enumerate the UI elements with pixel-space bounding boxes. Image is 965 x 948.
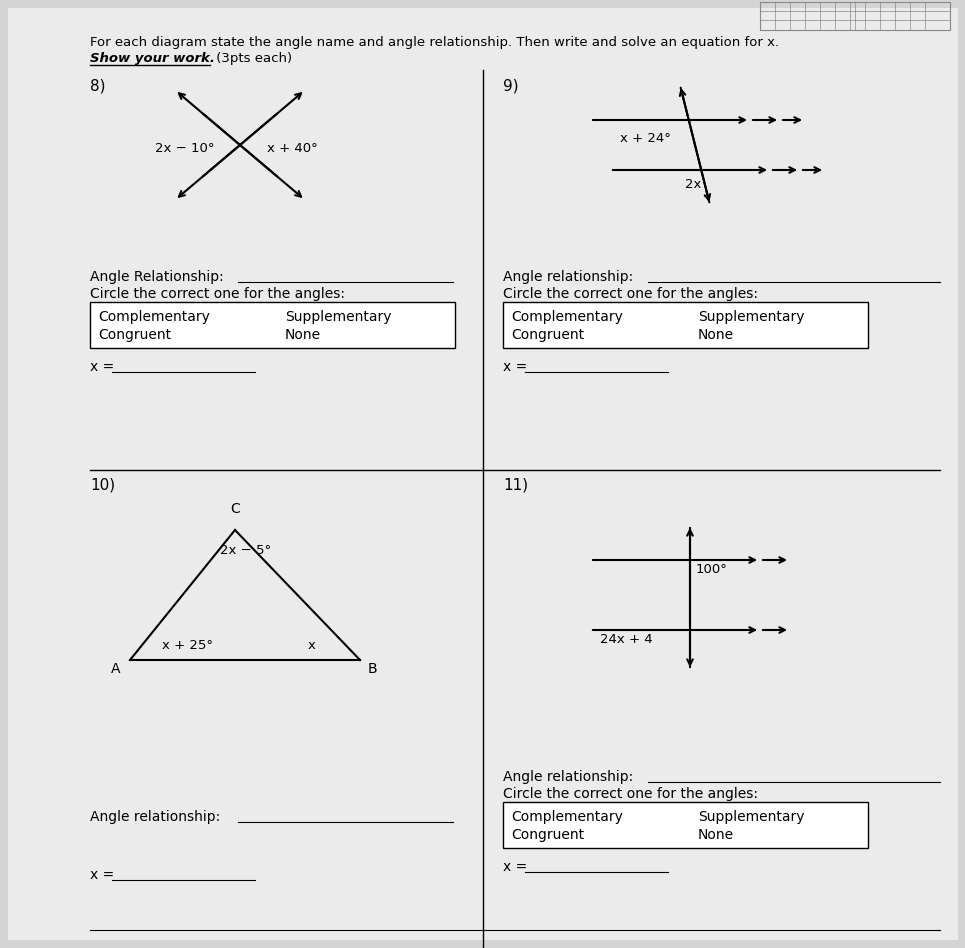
Text: Supplementary: Supplementary	[698, 310, 805, 324]
Text: Angle relationship:: Angle relationship:	[90, 810, 220, 824]
Text: Congruent: Congruent	[511, 828, 584, 842]
Text: A: A	[111, 662, 121, 676]
Text: Congruent: Congruent	[511, 328, 584, 342]
Text: C: C	[230, 502, 240, 516]
Text: None: None	[285, 328, 321, 342]
Text: None: None	[698, 828, 734, 842]
Text: 24x + 4: 24x + 4	[600, 633, 652, 646]
Text: x: x	[308, 639, 316, 652]
Text: 2x: 2x	[685, 178, 702, 191]
Text: x =: x =	[503, 360, 532, 374]
Text: Angle relationship:: Angle relationship:	[503, 770, 633, 784]
Text: Angle relationship:: Angle relationship:	[503, 270, 633, 284]
Text: Show your work.: Show your work.	[90, 52, 215, 65]
Text: Congruent: Congruent	[98, 328, 171, 342]
Bar	[90, 302, 455, 348]
Text: Complementary: Complementary	[511, 310, 622, 324]
Text: B: B	[368, 662, 376, 676]
Text: Circle the correct one for the angles:: Circle the correct one for the angles:	[503, 287, 758, 301]
Text: 100°: 100°	[696, 563, 728, 576]
Text: None: None	[698, 328, 734, 342]
Text: x =: x =	[90, 360, 119, 374]
Text: For each diagram state the angle name and angle relationship. Then write and sol: For each diagram state the angle name an…	[90, 36, 779, 49]
Text: x + 24°: x + 24°	[620, 132, 671, 145]
Text: Supplementary: Supplementary	[285, 310, 392, 324]
Text: 11): 11)	[503, 477, 528, 492]
Text: 2x − 5°: 2x − 5°	[220, 544, 271, 557]
Text: Complementary: Complementary	[98, 310, 209, 324]
Text: (3pts each): (3pts each)	[212, 52, 292, 65]
Text: Angle Relationship:: Angle Relationship:	[90, 270, 224, 284]
Text: x =: x =	[90, 868, 119, 882]
Text: 8): 8)	[90, 78, 105, 93]
Text: 2x − 10°: 2x − 10°	[155, 141, 215, 155]
Text: Complementary: Complementary	[511, 810, 622, 824]
Bar	[503, 302, 868, 348]
Text: Circle the correct one for the angles:: Circle the correct one for the angles:	[503, 787, 758, 801]
Bar	[503, 802, 868, 848]
Text: x =: x =	[503, 860, 532, 874]
Bar	[760, 2, 950, 30]
Text: Supplementary: Supplementary	[698, 810, 805, 824]
Text: 9): 9)	[503, 78, 518, 93]
Text: 10): 10)	[90, 477, 115, 492]
Text: x + 25°: x + 25°	[162, 639, 213, 652]
Text: x + 40°: x + 40°	[266, 141, 317, 155]
Text: Circle the correct one for the angles:: Circle the correct one for the angles:	[90, 287, 345, 301]
